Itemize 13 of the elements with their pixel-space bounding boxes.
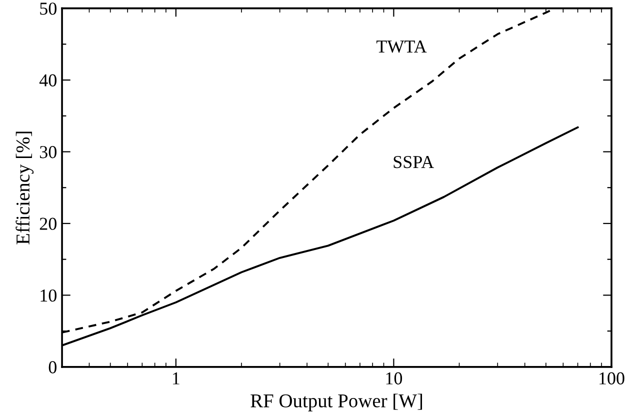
y-tick-label: 10	[40, 289, 56, 302]
y-tick-label: 30	[40, 146, 56, 158]
series-label: TWTA	[376, 40, 427, 53]
x-axis-title: RF Output Power [W]	[250, 394, 422, 412]
y-tick-label: 0	[48, 361, 56, 374]
y-tick-label: 40	[39, 74, 56, 86]
y-axis-title: Efficiency [%]	[16, 132, 34, 244]
x-tick-label: 10	[386, 372, 402, 384]
series-label: SSPA	[394, 156, 434, 168]
y-tick-label: 50	[40, 2, 56, 15]
y-tick-label: 20	[40, 218, 56, 230]
x-tick-label: 1	[172, 372, 180, 384]
x-tick-label: 100	[600, 372, 624, 384]
